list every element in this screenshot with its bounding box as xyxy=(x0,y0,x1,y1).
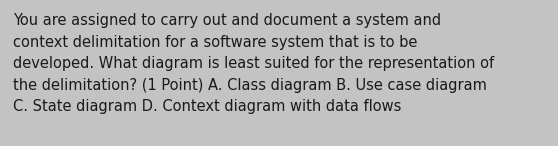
Text: You are assigned to carry out and document a system and
context delimitation for: You are assigned to carry out and docume… xyxy=(13,13,494,114)
